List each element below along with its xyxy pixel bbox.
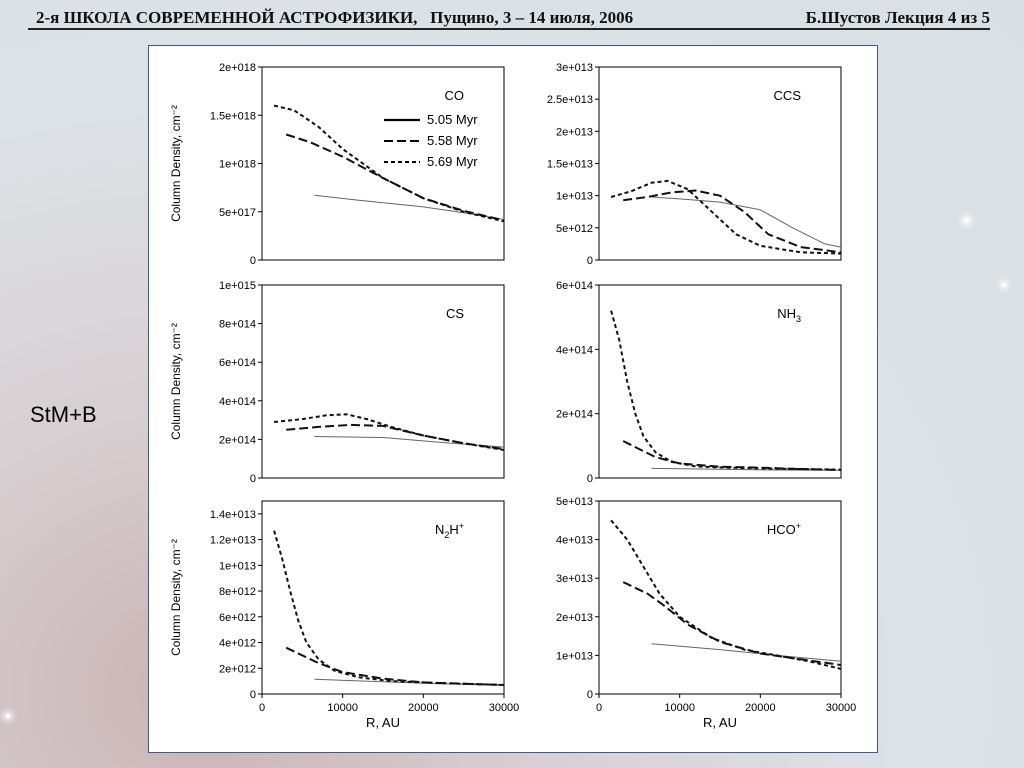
y-tick-label: 1.5e+013: [547, 159, 593, 171]
y-tick-label: 5e+017: [219, 207, 256, 219]
plot-area: [261, 500, 505, 695]
x-tick-label: 30000: [826, 702, 857, 714]
y-tick-label: 2e+014: [219, 434, 256, 446]
series-line: [273, 413, 505, 451]
y-tick-label: 2e+013: [556, 126, 593, 138]
y-tick-label: 2.5e+013: [547, 94, 593, 106]
y-tick-label: 1e+015: [219, 280, 256, 292]
panel-title: CO: [445, 88, 465, 103]
series-line: [273, 104, 505, 223]
series-line: [651, 196, 842, 248]
y-tick-label: 1e+013: [219, 560, 256, 572]
star-decoration: [1002, 283, 1006, 287]
plot-area: [261, 284, 505, 479]
chart-grid-svg: 0 5e+017 1e+018 1.5e+018 2e+018 Column Densit…: [169, 62, 856, 730]
y-tick-label: 6e+012: [219, 612, 256, 624]
y-tick-label: 1.5e+018: [210, 110, 256, 122]
y-tick-label: 3e+013: [556, 573, 593, 585]
series-line: [286, 423, 505, 451]
y-tick-label: 8e+014: [219, 319, 256, 331]
panel-title: NH3: [777, 306, 801, 324]
chart-panel: 0 2e+014 4e+014 6e+014 8e+014 1e+015 Column De…: [169, 280, 505, 485]
panel-title: CS: [446, 306, 464, 321]
chart-panel: 0 1e+013 2e+013 3e+013 4e+013 5e+013 0 10000 200…: [556, 496, 856, 730]
y-tick-label: 4e+014: [219, 396, 256, 408]
y-tick-label: 5e+013: [556, 496, 593, 508]
x-tick-label: 20000: [745, 702, 776, 714]
plot-area: [598, 500, 842, 695]
x-axis-label: R, AU: [366, 715, 400, 730]
y-tick-label: 2e+012: [219, 663, 256, 675]
x-tick-label: 10000: [327, 702, 358, 714]
series-line: [622, 440, 842, 471]
y-tick-label: 1e+013: [556, 650, 593, 662]
y-tick-label: 1e+018: [219, 159, 256, 171]
y-tick-label: 2e+014: [556, 409, 593, 421]
panel-title: CCS: [774, 88, 802, 103]
plot-area: [598, 284, 842, 479]
header-school-title: 2-я ШКОЛА СОВРЕМЕННОЙ АСТРОФИЗИКИ, Пущин…: [36, 8, 634, 27]
legend-entry: 5.58 Myr: [427, 133, 478, 148]
model-label: StM+B: [30, 402, 97, 427]
x-tick-label: 0: [596, 702, 602, 714]
series-line: [273, 530, 505, 686]
x-axis-label: R, AU: [703, 715, 737, 730]
series-line: [610, 519, 842, 670]
y-tick-label: 4e+014: [556, 344, 593, 356]
series-line: [285, 133, 505, 222]
x-tick-label: 30000: [489, 702, 520, 714]
y-tick-label: 0: [587, 473, 593, 485]
legend-entry: 5.05 Myr: [427, 112, 478, 127]
y-tick-label: 0: [250, 255, 256, 267]
chart-figure: 0 5e+017 1e+018 1.5e+018 2e+018 Column Densit…: [148, 45, 878, 753]
chart-panel: 0 2e+012 4e+012 6e+012 8e+012 1e+013 1.2e+013 1…: [169, 500, 520, 730]
y-tick-label: 6e+014: [556, 280, 593, 292]
star-decoration: [964, 218, 969, 223]
y-tick-label: 6e+014: [219, 357, 256, 369]
legend-entry: 5.69 Myr: [427, 154, 478, 169]
y-tick-label: 0: [587, 689, 593, 701]
y-tick-label: 0: [587, 255, 593, 267]
series-line: [623, 189, 842, 254]
plot-area: [598, 66, 842, 261]
panel-title: HCO+: [767, 521, 801, 537]
y-tick-label: 5e+012: [556, 223, 593, 235]
y-tick-label: 1.2e+013: [210, 535, 256, 547]
panel-title: N2H+: [435, 521, 464, 540]
y-tick-label: 4e+012: [219, 638, 256, 650]
y-axis-label: Column Density, cm⁻²: [169, 105, 183, 222]
y-axis-label: Column Density, cm⁻²: [169, 323, 183, 440]
series-line: [610, 310, 842, 471]
y-axis-label: Column Density, cm⁻²: [169, 539, 183, 656]
x-tick-label: 0: [259, 702, 265, 714]
y-tick-label: 1.4e+013: [210, 509, 256, 521]
y-tick-label: 8e+012: [219, 586, 256, 598]
chart-panel: 0 5e+012 1e+013 1.5e+013 2e+013 2.5e+013 3e+01…: [547, 62, 842, 267]
x-tick-label: 20000: [408, 702, 439, 714]
chart-panel: 0 5e+017 1e+018 1.5e+018 2e+018 Column Densit…: [169, 62, 505, 267]
y-tick-label: 3e+013: [556, 62, 593, 74]
y-tick-label: 4e+013: [556, 535, 593, 547]
y-tick-label: 1e+013: [556, 191, 593, 203]
plot-area: [261, 66, 505, 261]
y-tick-label: 2e+018: [219, 62, 256, 74]
series-line: [610, 179, 842, 255]
y-tick-label: 2e+013: [556, 612, 593, 624]
star-decoration: [6, 714, 10, 718]
header-lecture-info: Б.Шустов Лекция 4 из 5: [805, 8, 990, 27]
series-line: [651, 643, 842, 662]
chart-panel: 0 2e+014 4e+014 6e+014 NH3: [556, 280, 842, 485]
slide-header: 2-я ШКОЛА СОВРЕМЕННОЙ АСТРОФИЗИКИ, Пущин…: [28, 6, 990, 30]
x-tick-label: 10000: [664, 702, 695, 714]
y-tick-label: 0: [250, 473, 256, 485]
y-tick-label: 0: [250, 689, 256, 701]
